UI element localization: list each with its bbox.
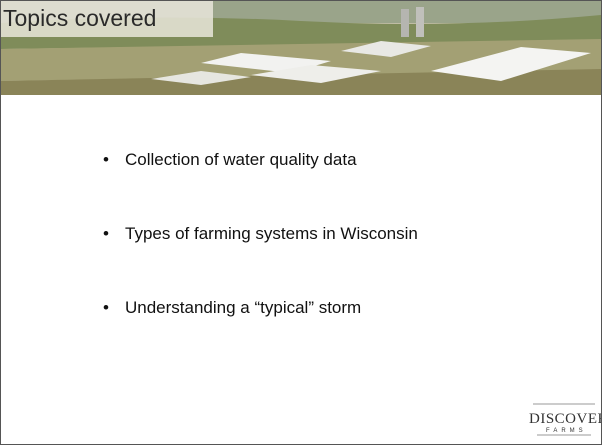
logo-name: DISCOVERY [529,411,602,428]
logo-subtitle: FARMS [546,428,587,434]
slide: Topics covered Collection of water quali… [0,0,602,445]
bullet: Types of farming systems in Wisconsin [103,223,418,297]
bullet: Collection of water quality data [103,149,418,223]
slide-title: Topics covered [3,5,156,32]
bullet: Understanding a “typical” storm [103,297,418,371]
bullet-list: Collection of water quality data Types o… [103,149,418,371]
